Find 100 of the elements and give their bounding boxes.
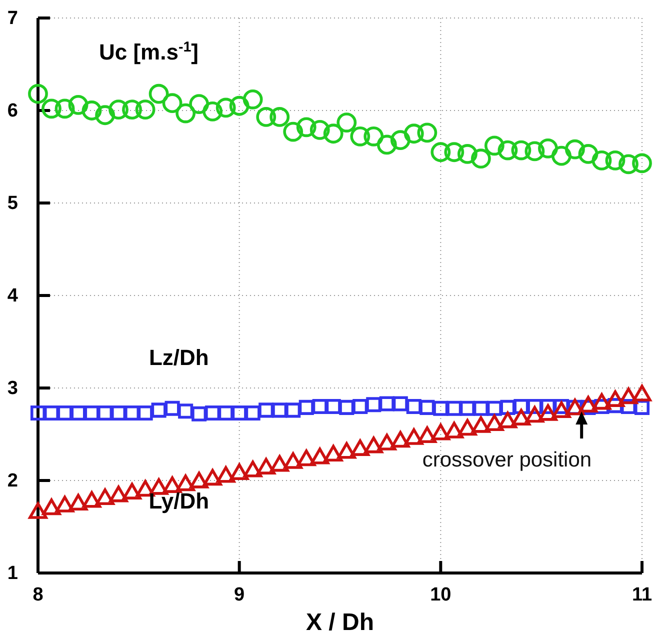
- point: [109, 486, 128, 502]
- point: [352, 398, 368, 414]
- point: [632, 384, 652, 402]
- point: [392, 396, 408, 412]
- point: [485, 414, 504, 431]
- point: [272, 402, 288, 418]
- point: [258, 402, 274, 418]
- point: [178, 404, 194, 419]
- point: [605, 150, 626, 170]
- point: [524, 141, 545, 162]
- point: [364, 126, 384, 146]
- point: [232, 405, 247, 420]
- x-tick-label: 8: [32, 584, 44, 606]
- point: [444, 142, 464, 162]
- point: [216, 98, 236, 118]
- point: [95, 105, 115, 126]
- point: [498, 140, 518, 160]
- point: [339, 400, 354, 415]
- point: [366, 397, 382, 412]
- point: [205, 405, 220, 420]
- y-tick-label: 5: [7, 193, 18, 214]
- point: [337, 442, 356, 459]
- point: [404, 428, 424, 445]
- y-tick-label: 4: [7, 286, 18, 307]
- y-tick-label: 3: [7, 378, 18, 400]
- point: [310, 120, 330, 140]
- point: [286, 402, 301, 418]
- point: [82, 100, 102, 120]
- point: [138, 405, 153, 420]
- point: [444, 422, 464, 438]
- point: [148, 84, 169, 104]
- point: [189, 94, 210, 114]
- point: [538, 138, 558, 158]
- point: [632, 153, 652, 174]
- point: [390, 130, 410, 150]
- point: [270, 107, 290, 127]
- y-tick-label: 2: [7, 470, 18, 492]
- point: [229, 96, 250, 116]
- point: [512, 408, 531, 426]
- point: [310, 448, 330, 464]
- point: [472, 416, 490, 433]
- series-label: Ly/Dh: [148, 488, 210, 514]
- point: [176, 474, 195, 492]
- point: [30, 405, 46, 420]
- point: [391, 431, 410, 448]
- point: [122, 100, 142, 120]
- point: [270, 455, 289, 472]
- point: [500, 400, 516, 415]
- y-tick-label: 1: [7, 563, 18, 584]
- point: [460, 400, 475, 416]
- point: [446, 400, 462, 416]
- point: [417, 122, 438, 143]
- point: [336, 112, 357, 132]
- point: [364, 436, 383, 454]
- x-tick-label: 9: [234, 584, 245, 606]
- point: [68, 95, 88, 115]
- point: [420, 400, 435, 415]
- x-tick-label: 11: [632, 584, 652, 606]
- point: [216, 466, 236, 483]
- point: [458, 419, 477, 436]
- point: [245, 405, 260, 420]
- point: [404, 124, 424, 144]
- point: [486, 400, 502, 416]
- point: [473, 400, 488, 416]
- point: [618, 154, 638, 174]
- point: [54, 98, 75, 119]
- point: [457, 144, 478, 164]
- point: [565, 139, 585, 160]
- point: [243, 460, 262, 478]
- point: [98, 405, 113, 420]
- point: [525, 406, 544, 423]
- series-label: Lz/Dh: [148, 344, 209, 370]
- point: [203, 468, 222, 486]
- point: [108, 100, 128, 120]
- point: [296, 117, 316, 138]
- point: [28, 84, 48, 104]
- point: [164, 400, 180, 416]
- point: [162, 476, 182, 493]
- point: [498, 412, 518, 428]
- point: [176, 103, 196, 124]
- point: [124, 405, 140, 420]
- point: [96, 488, 114, 505]
- point: [431, 424, 450, 440]
- point: [552, 401, 571, 418]
- point: [433, 400, 448, 416]
- point: [376, 134, 397, 155]
- series-label: Uc [m.s$^{-1}$]: [98, 40, 198, 65]
- point: [538, 404, 558, 421]
- point: [192, 406, 207, 422]
- point: [42, 498, 61, 516]
- point: [122, 482, 142, 500]
- x-axis-title: X / Dh: [306, 609, 374, 636]
- x-tick-label: 10: [430, 584, 452, 606]
- point: [256, 458, 276, 474]
- point: [162, 93, 182, 114]
- point: [323, 124, 344, 144]
- point: [135, 100, 156, 120]
- point: [350, 439, 370, 456]
- point: [606, 390, 625, 407]
- point: [406, 398, 422, 414]
